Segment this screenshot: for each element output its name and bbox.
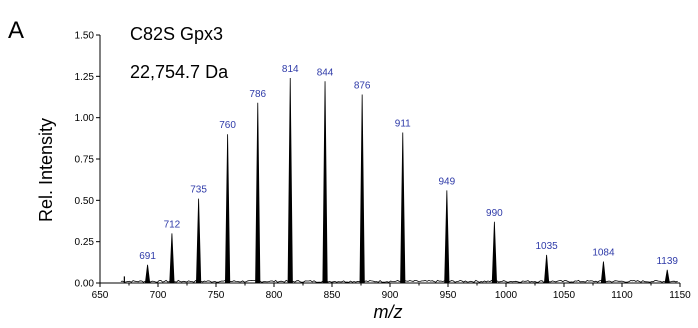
y-tick-label: 0.50 xyxy=(75,196,95,207)
x-axis-title: m/z xyxy=(374,302,403,322)
y-tick-label: 0.00 xyxy=(75,279,95,290)
y-tick-label: 0.75 xyxy=(75,155,95,166)
panel-label: A xyxy=(8,17,24,44)
peak-label-712: 712 xyxy=(164,219,181,230)
chart-title: C82S Gpx3 xyxy=(130,24,223,44)
x-tick-label: 700 xyxy=(150,290,167,301)
x-tick-label: 750 xyxy=(208,290,225,301)
peak-814 xyxy=(287,77,293,284)
peak-876 xyxy=(359,94,365,284)
peak-label-760: 760 xyxy=(219,120,236,131)
x-tick-label: 650 xyxy=(92,290,109,301)
y-tick-label: 0.25 xyxy=(75,237,95,248)
peak-label-1035: 1035 xyxy=(535,241,558,252)
x-tick-label: 900 xyxy=(382,290,399,301)
peak-label-691: 691 xyxy=(139,251,156,262)
peak-label-1139: 1139 xyxy=(656,256,678,267)
peak-label-911: 911 xyxy=(395,119,411,130)
peak-786 xyxy=(255,102,261,284)
peak-949 xyxy=(444,190,450,284)
peak-label-876: 876 xyxy=(354,81,371,92)
y-tick-label: 1.00 xyxy=(75,113,95,124)
baseline-noise xyxy=(120,276,678,283)
peak-label-990: 990 xyxy=(486,208,503,219)
peak-label-735: 735 xyxy=(190,185,207,196)
peak-1084 xyxy=(600,261,607,284)
y-tick-label: 1.25 xyxy=(75,72,95,83)
peak-844 xyxy=(322,81,328,284)
x-tick-label: 950 xyxy=(440,290,457,301)
peak-911 xyxy=(400,132,406,284)
baseline-trace xyxy=(120,279,678,283)
y-axis-title: Rel. Intensity xyxy=(36,118,56,222)
y-tick-label: 1.50 xyxy=(75,31,95,42)
x-tick-label: 1050 xyxy=(553,290,576,301)
x-tick-label: 850 xyxy=(324,290,341,301)
peak-735 xyxy=(195,198,202,284)
peak-label-786: 786 xyxy=(249,89,266,100)
peak-1035 xyxy=(543,254,550,284)
x-tick-label: 1000 xyxy=(495,290,518,301)
peak-990 xyxy=(491,221,498,284)
peak-691 xyxy=(144,264,151,284)
peak-label-814: 814 xyxy=(282,64,299,75)
peak-label-844: 844 xyxy=(317,67,334,78)
x-tick-label: 1150 xyxy=(669,290,691,301)
x-tick-label: 1100 xyxy=(611,290,633,301)
peak-712 xyxy=(169,233,175,284)
peak-label-949: 949 xyxy=(438,176,455,187)
chart-subtitle: 22,754.7 Da xyxy=(130,62,229,82)
peak-760 xyxy=(224,134,231,284)
x-tick-label: 800 xyxy=(266,290,283,301)
peak-1139 xyxy=(664,269,670,284)
peaks: 691 712 735 760 786 814 844 876 911 949 990 1035 108… xyxy=(139,64,678,284)
peak-label-1084: 1084 xyxy=(592,248,615,259)
